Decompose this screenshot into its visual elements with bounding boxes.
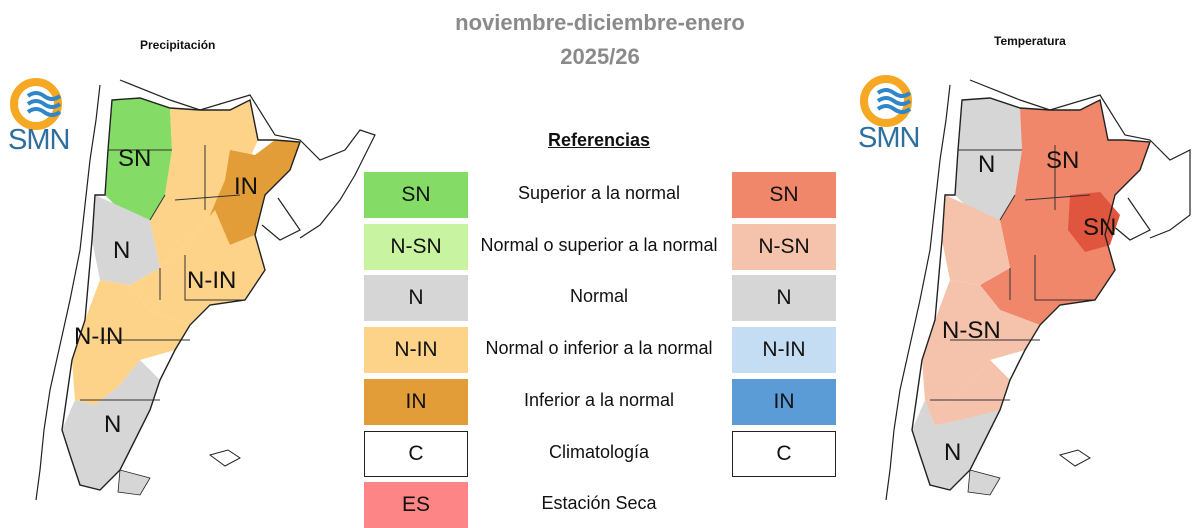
legend-swatch-left: C xyxy=(364,431,468,477)
precipitation-map: SN N IN N-IN N-IN N xyxy=(35,79,376,501)
temp-region-patagonia-mid xyxy=(925,360,1010,425)
precipitation-title: Precipitación xyxy=(140,38,216,52)
precip-neighbor-coast xyxy=(35,84,101,501)
temp-islands xyxy=(1058,449,1091,467)
precip-region-center xyxy=(130,210,265,325)
temp-label-north-west: N xyxy=(978,151,995,178)
temp-region-north-east xyxy=(1068,192,1120,252)
precip-label-north-east: IN xyxy=(234,173,258,200)
precip-region-patagonia-north xyxy=(72,280,190,405)
legend-description: Inferior a la normal xyxy=(523,390,675,410)
legend-swatch-left: ES xyxy=(364,482,468,528)
precip-province-lines xyxy=(80,145,245,401)
smn-logo-text-left: SMN xyxy=(8,124,70,156)
maps-canvas: SN N IN N-IN N-IN N xyxy=(10,75,1191,501)
legend-swatch-right: N-SN xyxy=(732,224,836,270)
legend-description: Climatología xyxy=(548,442,650,462)
precip-label-patagonia-north: N-IN xyxy=(74,323,123,350)
temp-tierra-del-fuego xyxy=(967,469,1001,496)
temp-region-north xyxy=(980,100,1150,325)
legend-swatch-right: N xyxy=(732,275,836,321)
legend-swatch-right: N-IN xyxy=(732,327,836,373)
precip-islands xyxy=(208,449,241,467)
temp-neighbor-coast xyxy=(885,84,951,501)
precip-label-north-west: SN xyxy=(118,145,151,172)
temp-label-north: SN xyxy=(1046,147,1079,174)
precip-uruguay-border xyxy=(261,197,301,241)
legend-heading: Referencias xyxy=(547,130,651,150)
temp-label-north-east: SN xyxy=(1083,214,1116,241)
temp-region-patagonia-north xyxy=(922,280,1040,405)
precip-region-north-center xyxy=(150,100,258,268)
precip-country-outline xyxy=(61,97,301,491)
smn-logo-right xyxy=(860,75,912,127)
precip-neighbor-border xyxy=(119,79,376,239)
precip-region-patagonia-south xyxy=(62,360,160,490)
temp-province-lines xyxy=(930,145,1095,401)
smn-logo-left xyxy=(10,78,62,130)
precip-region-north-west xyxy=(105,98,172,220)
legend-swatch-left: N-IN xyxy=(364,327,468,373)
legend-swatch-right: IN xyxy=(732,379,836,425)
temp-region-center-west xyxy=(942,195,1010,285)
legend-description: Normal o inferior a la normal xyxy=(485,338,713,358)
legend-swatch-right: C xyxy=(732,431,836,477)
precip-region-north-east xyxy=(210,140,300,245)
temperature-title: Temperatura xyxy=(994,34,1066,48)
legend-description: Normal xyxy=(569,286,628,306)
legend-swatch-left: N-SN xyxy=(364,224,468,270)
legend-swatch-left: N xyxy=(364,275,468,321)
temp-uruguay-border xyxy=(1111,197,1151,241)
smn-logo-text-right: SMN xyxy=(858,122,920,154)
legend-description: Normal o superior a la normal xyxy=(480,235,718,255)
temp-label-patagonia-south: N xyxy=(944,439,961,466)
precip-region-center-west xyxy=(92,195,160,285)
legend-swatch-right: SN xyxy=(732,172,836,218)
temp-label-patagonia-north: N-SN xyxy=(942,317,1001,344)
precip-label-center: N-IN xyxy=(187,267,236,294)
precip-label-center-west: N xyxy=(113,237,130,264)
legend-swatch-left: SN xyxy=(364,172,468,218)
legend-description: Estación Seca xyxy=(541,493,657,513)
legend-description: Superior a la normal xyxy=(517,183,681,203)
temp-region-north-west xyxy=(955,98,1022,220)
legend-swatch-left: IN xyxy=(364,379,468,425)
precip-label-patagonia-south: N xyxy=(104,411,121,438)
map-title-line1: noviembre-diciembre-enero xyxy=(455,10,745,35)
map-title-line2: 2025/26 xyxy=(560,44,640,69)
precip-tierra-del-fuego xyxy=(117,469,151,496)
temp-neighbor-border xyxy=(969,79,1191,239)
temperature-map: N SN SN N-SN N xyxy=(885,79,1191,501)
temp-country-outline xyxy=(911,97,1151,491)
